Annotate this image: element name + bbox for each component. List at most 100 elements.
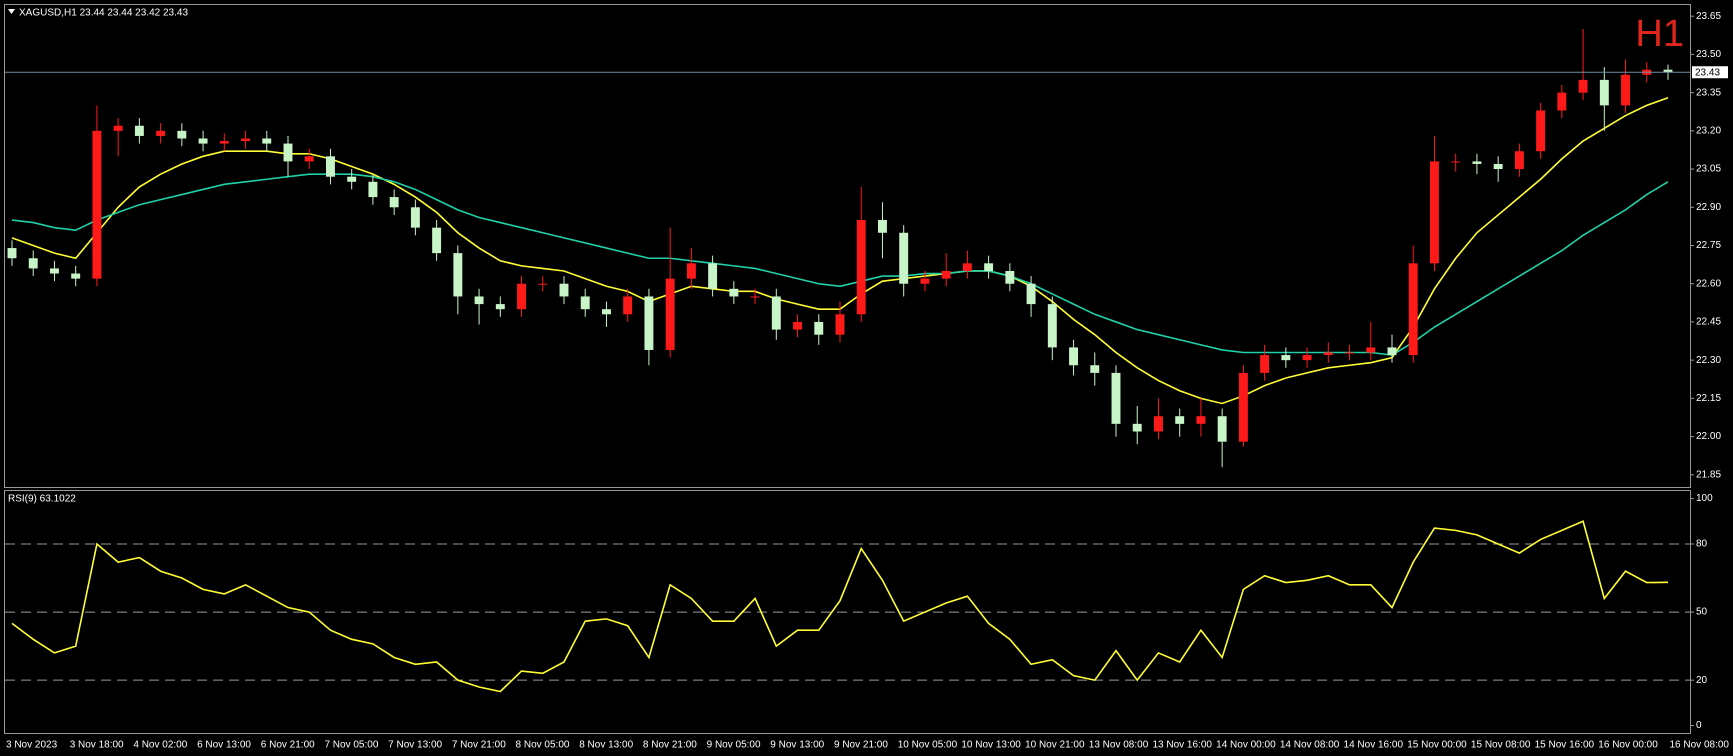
y-tick-label: 22.15 [1696, 393, 1721, 404]
candle-body [538, 283, 548, 285]
candle-body [113, 125, 123, 131]
candle-body [410, 207, 420, 228]
candle-body [580, 296, 590, 310]
candle-body [177, 130, 187, 139]
last-price-label: 23.43 [1695, 67, 1720, 78]
candle-body [495, 304, 505, 310]
candle-body [1238, 372, 1248, 442]
x-tick-label: 8 Nov 21:00 [643, 740, 697, 751]
candle-body [1069, 347, 1078, 366]
y-tick-label: 20 [1696, 675, 1708, 686]
x-tick-label: 7 Nov 05:00 [324, 740, 378, 751]
candle-body [1281, 355, 1291, 361]
x-tick-label: 3 Nov 18:00 [70, 740, 124, 751]
candle-body [708, 263, 718, 289]
y-tick-label: 22.90 [1696, 202, 1721, 213]
x-tick-label: 10 Nov 05:00 [898, 740, 958, 751]
candle-body [28, 258, 38, 269]
candle-body [326, 156, 335, 177]
candle-body [793, 321, 802, 330]
candle-body [878, 220, 887, 233]
candle-body [1621, 74, 1630, 106]
last-price-box [1692, 66, 1728, 79]
x-tick-label: 6 Nov 13:00 [197, 740, 251, 751]
candle-body [1005, 270, 1015, 284]
candle-body [1451, 161, 1461, 163]
candle-body [134, 125, 144, 136]
candle-body [1111, 372, 1121, 424]
candle-body [7, 248, 17, 259]
candle-body [644, 296, 654, 350]
candle-body [474, 296, 484, 305]
candle-body [856, 220, 866, 315]
candle-body [92, 130, 102, 279]
candle-body [453, 253, 463, 297]
candle-body [984, 263, 994, 271]
panel-title: XAGUSD,H1 23.44 23.44 23.42 23.43 [19, 8, 188, 19]
candle-body [1260, 355, 1270, 373]
y-tick-label: 22.60 [1696, 278, 1721, 289]
x-tick-label: 9 Nov 05:00 [707, 740, 761, 751]
candle-body [1323, 352, 1333, 356]
candle-body [729, 288, 739, 297]
candle-body [1493, 163, 1503, 170]
x-tick-label: 16 Nov 00:00 [1598, 740, 1658, 751]
candle-body [283, 143, 293, 162]
candle-body [814, 321, 824, 335]
candle-body [368, 181, 378, 198]
candle-body [623, 296, 633, 315]
candle-body [1217, 416, 1227, 442]
y-tick-label: 80 [1696, 539, 1708, 550]
candle-body [1408, 263, 1418, 356]
y-tick-label: 21.85 [1696, 469, 1721, 480]
y-tick-label: 100 [1696, 493, 1713, 504]
candle-body [602, 309, 611, 315]
y-tick-label: 23.20 [1696, 125, 1721, 136]
x-tick-label: 13 Nov 16:00 [1152, 740, 1212, 751]
candle-body [304, 156, 314, 162]
candle-body [1387, 347, 1397, 356]
x-tick-label: 13 Nov 08:00 [1089, 740, 1149, 751]
x-tick-label: 8 Nov 13:00 [579, 740, 633, 751]
x-tick-label: 14 Nov 00:00 [1216, 740, 1276, 751]
candle-body [1599, 79, 1609, 106]
y-tick-label: 22.75 [1696, 240, 1721, 251]
candle-body [347, 176, 357, 182]
candle-body [156, 130, 166, 136]
x-tick-label: 16 Nov 08:00 [1670, 740, 1730, 751]
candle-body [1154, 416, 1163, 432]
candle-body [559, 283, 569, 297]
period-label: H1 [1635, 13, 1684, 55]
candle-body [1026, 283, 1036, 305]
x-tick-label: 15 Nov 08:00 [1471, 740, 1531, 751]
candle-body [432, 227, 442, 254]
x-tick-label: 15 Nov 00:00 [1407, 740, 1467, 751]
candle-body [389, 197, 399, 208]
x-tick-label: 8 Nov 05:00 [516, 740, 570, 751]
candle-body [1514, 151, 1524, 170]
x-tick-label: 10 Nov 21:00 [1025, 740, 1085, 751]
candle-body [1430, 161, 1439, 264]
y-tick-label: 22.45 [1696, 317, 1721, 328]
candle-body [686, 263, 696, 279]
candle-body [1302, 355, 1312, 361]
x-tick-label: 7 Nov 13:00 [388, 740, 442, 751]
candle-body [517, 283, 526, 310]
candle-body [1047, 304, 1057, 348]
candle-body [1472, 161, 1482, 164]
candle-body [1132, 423, 1142, 432]
x-tick-label: 10 Nov 13:00 [961, 740, 1021, 751]
x-tick-label: 15 Nov 16:00 [1535, 740, 1595, 751]
candle-body [941, 270, 951, 279]
candle-body [665, 278, 675, 350]
x-tick-label: 6 Nov 21:00 [261, 740, 315, 751]
x-tick-label: 9 Nov 13:00 [770, 740, 824, 751]
candle-body [1345, 352, 1354, 354]
candle-body [1175, 416, 1185, 424]
candle-body [219, 141, 229, 144]
dropdown-icon[interactable] [8, 9, 15, 14]
x-tick-label: 3 Nov 2023 [6, 740, 58, 751]
candle-body [771, 296, 781, 330]
